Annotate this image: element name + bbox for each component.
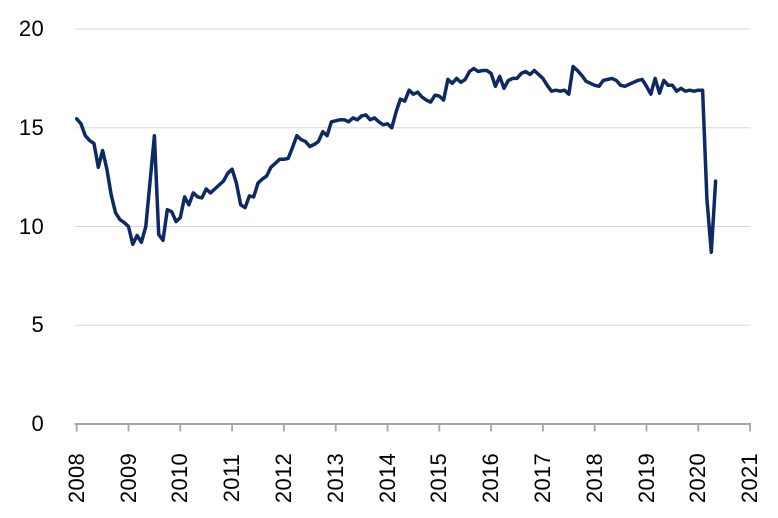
x-tick-label-2017: 2017: [529, 452, 555, 504]
x-tick-label-2015: 2015: [426, 452, 452, 504]
data-series-line: [74, 64, 718, 254]
x-tick-label-2008: 2008: [63, 452, 89, 504]
x-tick-label-2016: 2016: [478, 452, 504, 504]
y-tick-label-15: 15: [18, 114, 44, 140]
x-tick-label-2009: 2009: [115, 452, 141, 504]
x-tick-label-2012: 2012: [270, 452, 296, 504]
x-tick-label-2013: 2013: [322, 452, 348, 504]
x-tick-label-2019: 2019: [633, 452, 659, 504]
x-tick-label-2018: 2018: [581, 452, 607, 504]
y-tick-label-0: 0: [31, 411, 44, 436]
y-tick-label-5: 5: [31, 312, 44, 338]
x-tick-label-2014: 2014: [374, 452, 400, 504]
x-tick-label-2020: 2020: [685, 452, 711, 504]
x-tick-label-2011: 2011: [219, 453, 245, 503]
x-tick-label-2010: 2010: [167, 452, 193, 504]
y-tick-label-20: 20: [18, 16, 44, 41]
x-tick-label-2021: 2021: [737, 452, 763, 504]
y-tick-label-10: 10: [18, 213, 44, 239]
gridlines: [75, 28, 751, 326]
x-axis-ticks: [75, 424, 751, 432]
